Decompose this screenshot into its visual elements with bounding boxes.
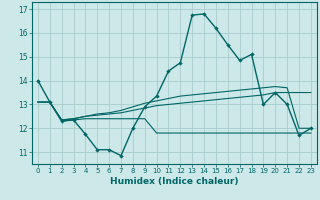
X-axis label: Humidex (Indice chaleur): Humidex (Indice chaleur) bbox=[110, 177, 239, 186]
